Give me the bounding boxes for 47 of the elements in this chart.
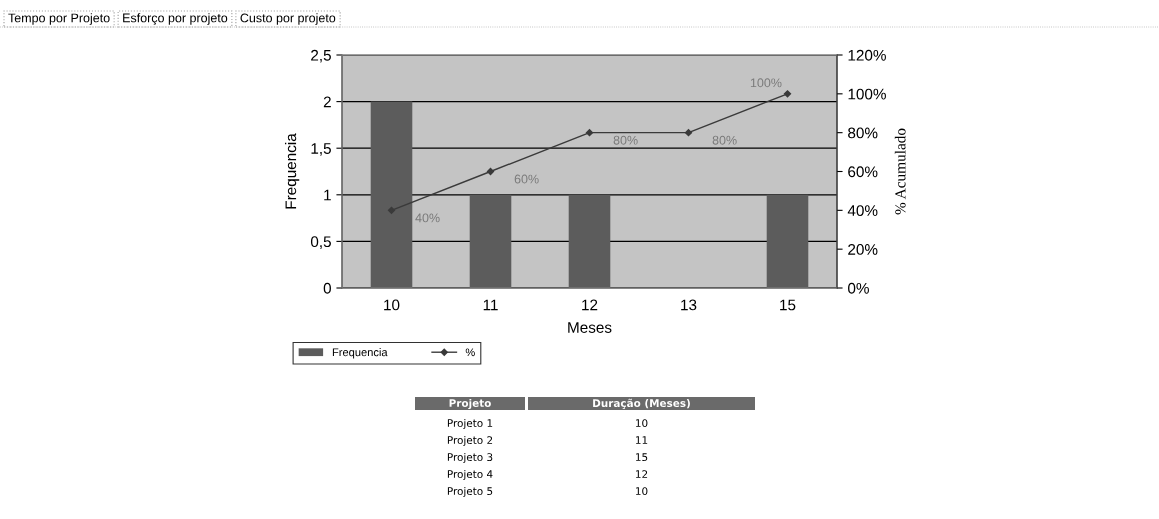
- data-label: 100%: [750, 78, 782, 88]
- y-tick-label: 0: [323, 282, 331, 294]
- y-tick-label: 1: [324, 189, 331, 201]
- x-tick-label: 10: [384, 299, 400, 311]
- x-tick-label: 13: [681, 299, 697, 311]
- y-tick-label: 0,5: [310, 236, 331, 249]
- point: [783, 90, 792, 98]
- data-label: 80%: [712, 135, 737, 145]
- text: Tempo por Projeto: [8, 13, 110, 25]
- text: Projeto 5: [447, 486, 493, 498]
- x-tick-label: 11: [483, 299, 498, 311]
- y-tick-label: 2: [323, 96, 331, 108]
- x-tick-label: 15: [780, 299, 796, 311]
- text: 10: [636, 419, 648, 428]
- text: 11: [636, 436, 648, 444]
- data-label: 80%: [613, 135, 638, 145]
- y2-tick-label: 0%: [848, 282, 869, 294]
- y2-tick-label: 40%: [847, 205, 878, 217]
- point: [684, 129, 693, 137]
- y-axis-title: Frequencia: [284, 133, 300, 209]
- x-tick-label: 12: [582, 299, 598, 311]
- text: Projeto 1: [447, 418, 493, 430]
- data-label: 60%: [514, 174, 539, 184]
- text: Projeto: [449, 398, 491, 410]
- x-axis-title: Meses: [568, 322, 612, 333]
- point: [387, 206, 396, 214]
- y2-tick-label: 20%: [848, 244, 878, 255]
- text: Projeto 3: [447, 452, 493, 464]
- y-tick-label: 2,5: [311, 49, 331, 63]
- y2-tick-label: 60%: [848, 166, 878, 178]
- text: Projeto 4: [447, 469, 493, 481]
- text: Custo por projeto: [240, 13, 336, 25]
- y2-tick-label: 100%: [848, 88, 886, 100]
- y2-tick-label: 120%: [848, 49, 886, 61]
- y2-tick-label: 80%: [848, 127, 878, 139]
- y-tick-label: 1,5: [311, 143, 331, 156]
- legend-label: Frequencia: [332, 348, 388, 359]
- text: 12: [636, 470, 648, 478]
- data-label: 40%: [415, 213, 440, 223]
- point: [585, 129, 594, 137]
- text: Projeto 2: [447, 435, 493, 447]
- legend-label: %: [465, 348, 475, 357]
- y2-axis-title: % Acumulado: [894, 128, 906, 215]
- text: 15: [636, 453, 648, 462]
- text: Esforço por projeto: [123, 13, 228, 25]
- text: Duração (Meses): [593, 398, 690, 409]
- text: 10: [636, 487, 648, 496]
